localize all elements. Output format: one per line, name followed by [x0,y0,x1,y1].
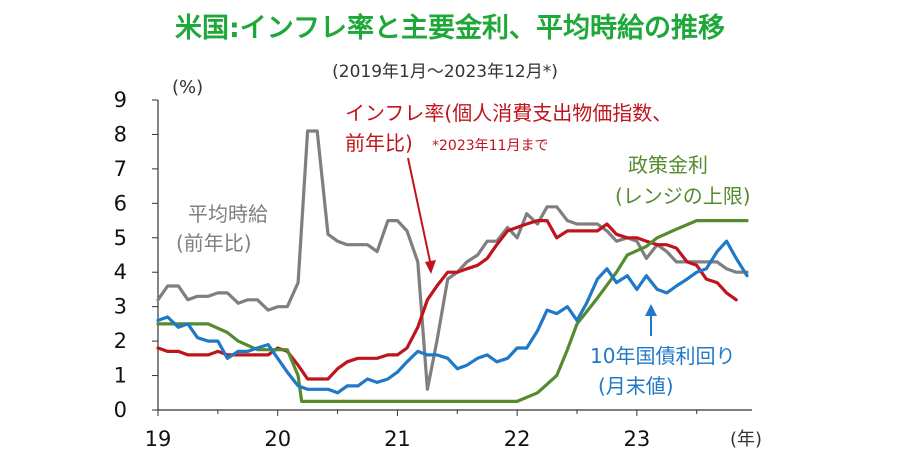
y-tick-label: 8 [114,122,127,146]
x-tick-label: 19 [145,427,172,451]
x-tick-label: 23 [623,427,650,451]
series-line-inflation [156,219,738,381]
x-tick-label: 22 [504,427,531,451]
series-line-policy_rate [156,219,749,403]
inflation-note: *2023年11月まで [432,138,548,154]
y-tick-label: 6 [114,191,127,215]
treasury-arrow [645,304,657,336]
y-tick-label: 4 [114,260,127,284]
x-tick-label: 21 [384,427,411,451]
treasury-label-1: 10年国債利回り [590,344,735,368]
policy-label-2: (レンジの上限) [615,184,751,208]
inflation-arrow [407,157,436,274]
y-tick-label: 3 [114,295,127,319]
y-unit-label: (%) [172,77,203,98]
y-tick-label: 1 [114,364,127,388]
treasury-label-2: (月末値) [598,374,674,398]
y-tick-label: 9 [114,88,127,112]
wages-label-1: 平均時給 [188,202,268,226]
wages-label-2: (前年比) [176,231,252,255]
y-tick-label: 2 [114,329,127,353]
series-line-wages [156,129,749,391]
y-tick-label: 7 [114,157,127,181]
y-tick-label: 5 [114,226,127,250]
x-tick-label: 20 [264,427,291,451]
series-layer [156,129,749,403]
policy-label-1: 政策金利 [628,153,708,177]
inflation-label-1: インフレ率(個人消費支出物価指数、 [345,101,672,125]
series-line-treasury10y [156,239,749,395]
inflation-label-2: 前年比) [345,131,413,155]
y-tick-label: 0 [114,398,127,422]
chart-title: 米国:インフレ率と主要金利、平均時給の推移 [175,12,725,44]
chart-subtitle: (2019年1月〜2023年12月*) [332,62,558,82]
x-unit-label: (年) [730,429,762,450]
